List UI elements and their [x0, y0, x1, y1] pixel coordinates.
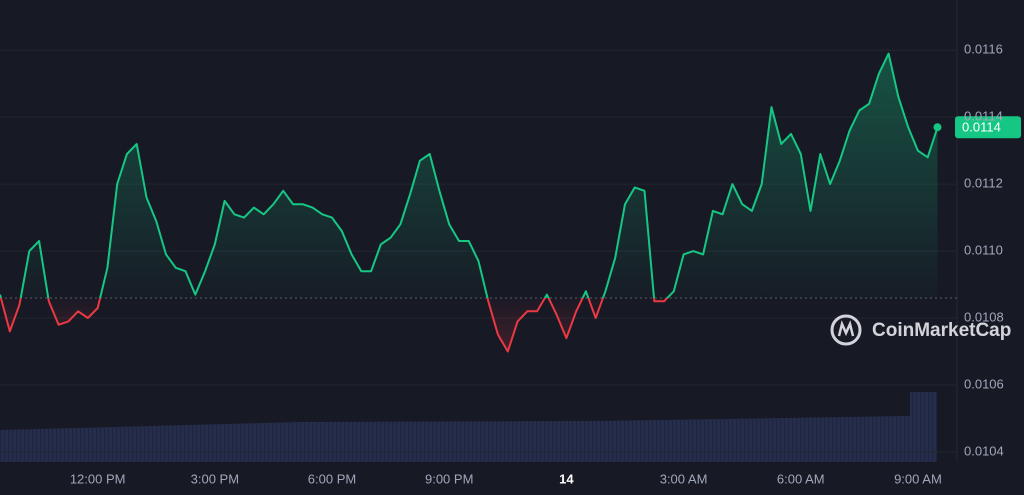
x-tick-label: 12:00 PM: [70, 471, 126, 486]
x-tick-label: 14: [559, 471, 574, 486]
y-tick-label: 0.0104: [964, 443, 1004, 458]
x-tick-label: 3:00 PM: [191, 471, 239, 486]
logo: [830, 314, 862, 346]
y-tick-label: 0.0110: [964, 243, 1003, 258]
y-tick-label: 0.0106: [964, 376, 1004, 391]
logo-mark: [837, 320, 855, 337]
price-badge: [955, 116, 1021, 139]
x-tick-label: 3:00 AM: [660, 471, 708, 486]
watermark-text: CoinMarketCap: [872, 320, 1011, 341]
last-point: [933, 123, 942, 132]
y-tick-label: 0.0112: [964, 176, 1003, 191]
area-fill: [0, 53, 938, 352]
price-line: [0, 52, 939, 353]
x-tick-label: 6:00 AM: [777, 471, 825, 486]
x-tick-label: 6:00 PM: [308, 471, 356, 486]
y-tick-label: 0.0108: [964, 309, 1004, 324]
x-tick-label: 9:00 PM: [425, 471, 473, 486]
watermark: CoinMarketCap: [830, 314, 1011, 346]
volume-bars: [0, 392, 937, 462]
plot: 0.0114: [0, 52, 1021, 353]
price-badge-label: 0.0114: [962, 120, 1001, 135]
y-tick-label: 0.0116: [964, 42, 1003, 57]
x-tick-label: 9:00 AM: [894, 471, 942, 486]
y-tick-label: 0.0114: [964, 109, 1003, 124]
